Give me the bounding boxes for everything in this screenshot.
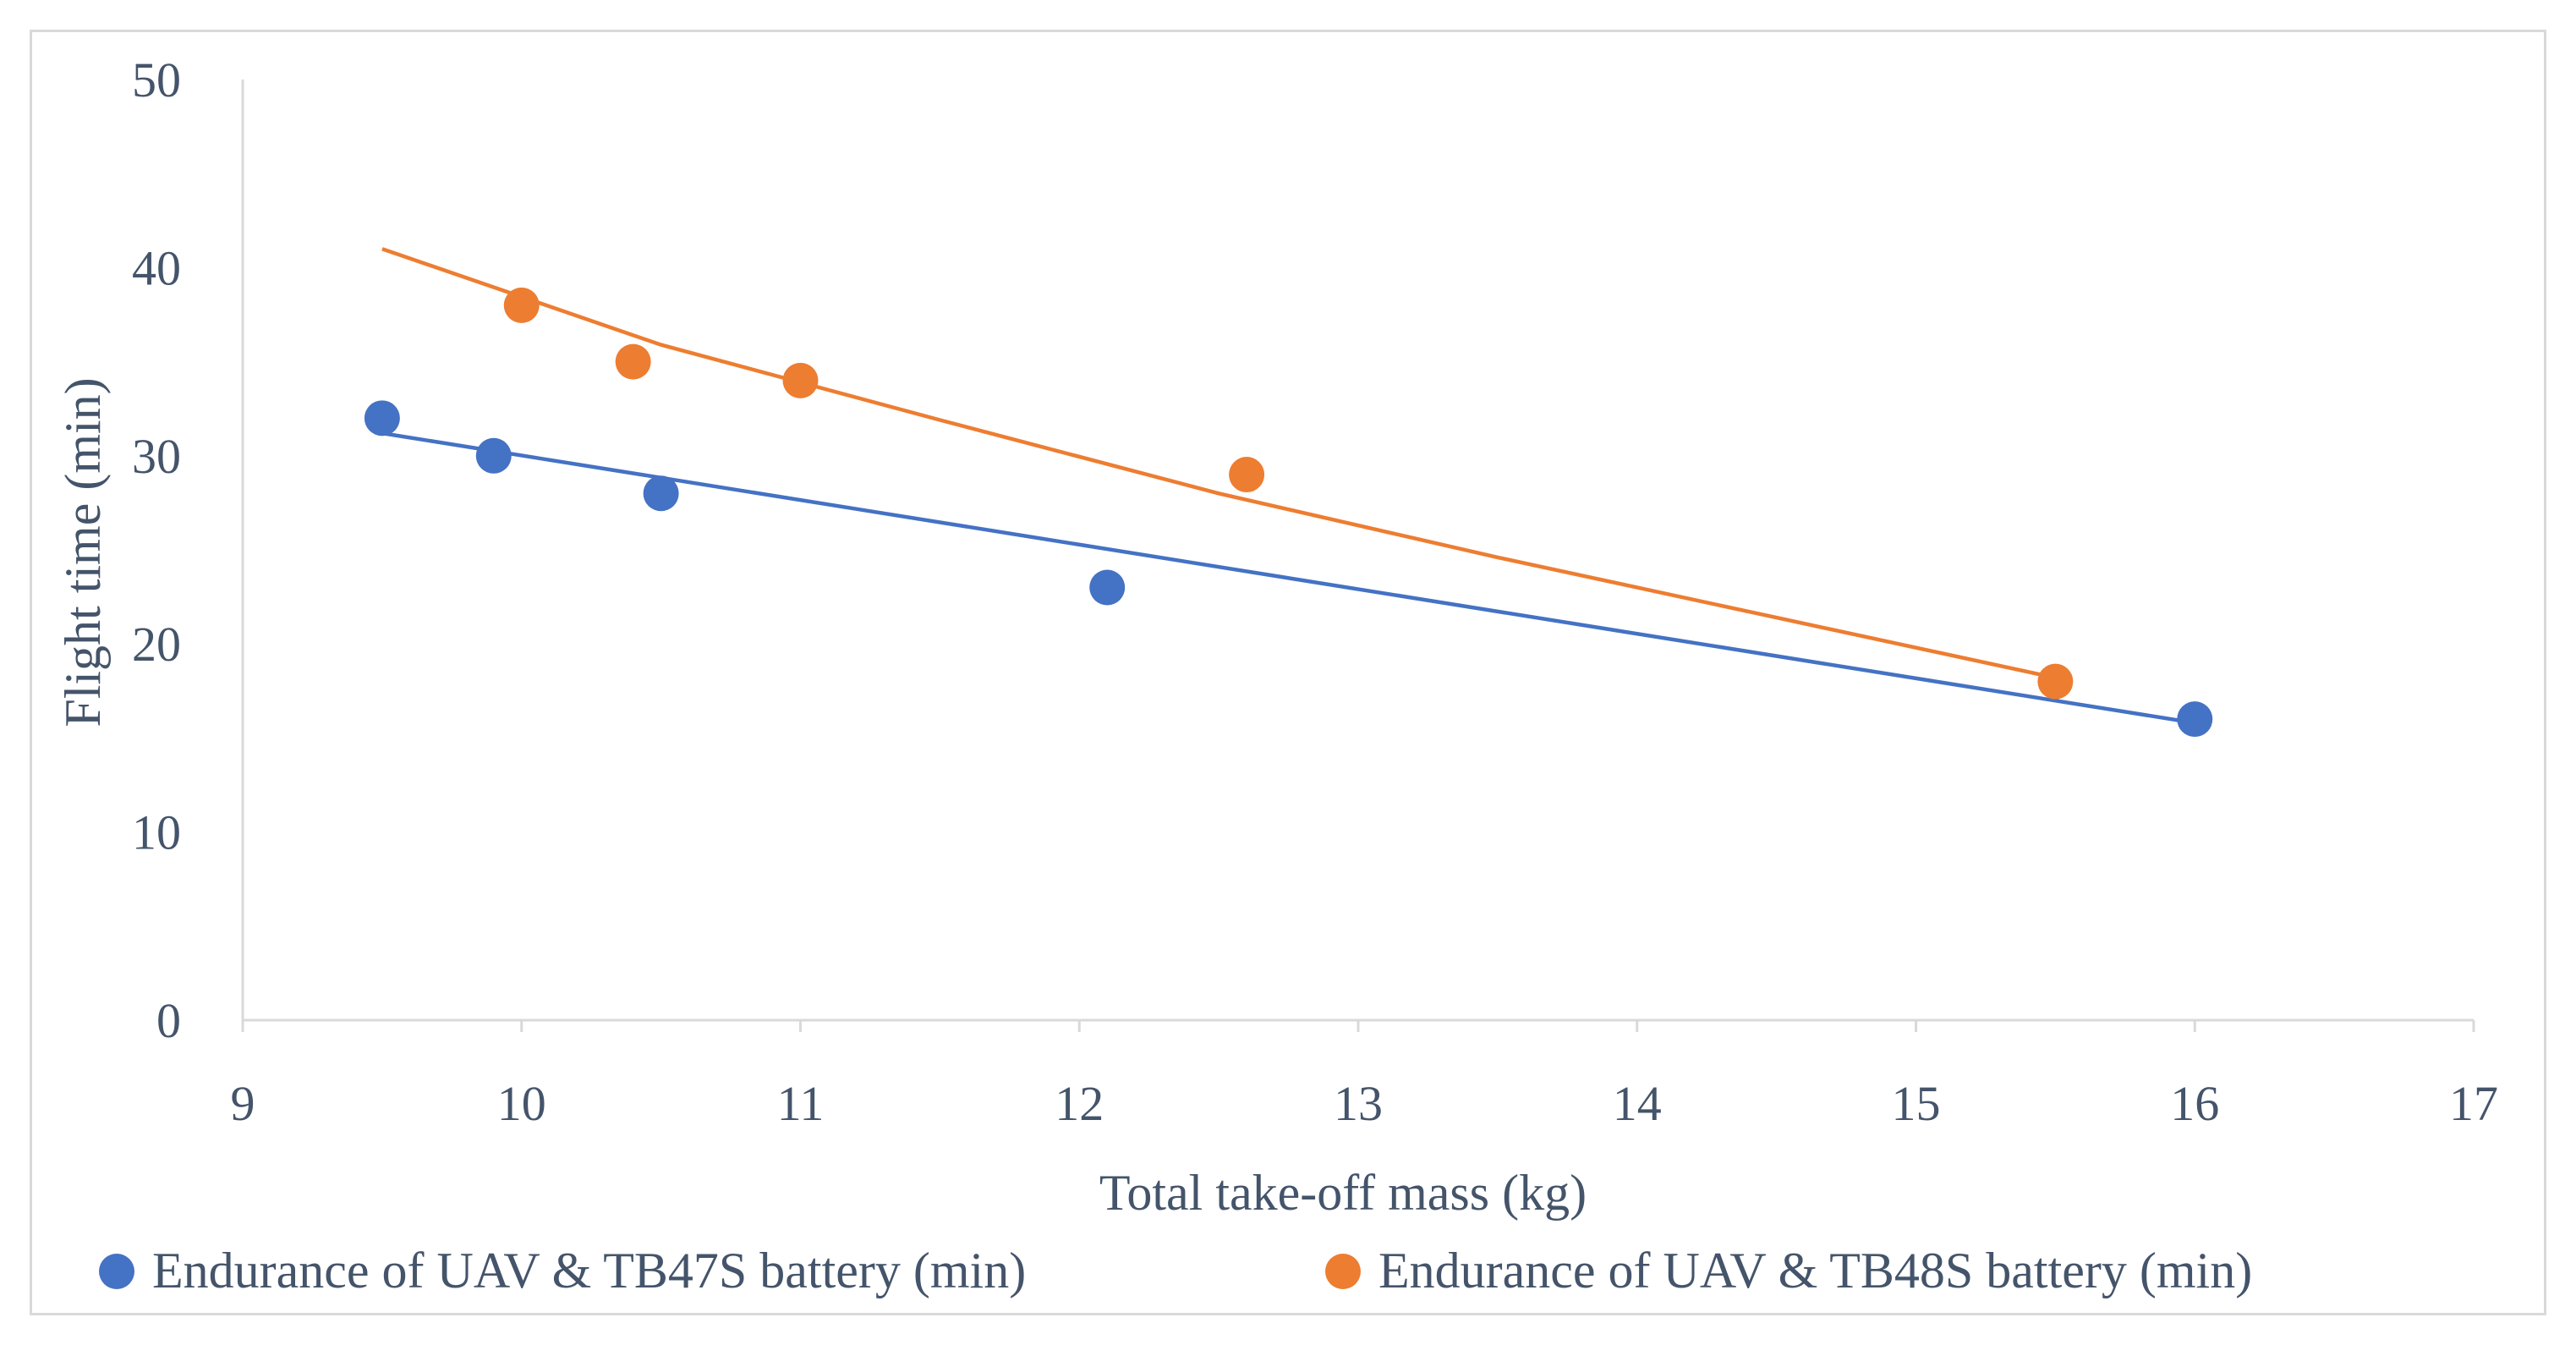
data-point-series-2 [1229, 457, 1265, 493]
y-tick-label: 30 [132, 429, 181, 484]
x-tick-label: 13 [1334, 1076, 1383, 1131]
trendline-series-1 [381, 431, 2195, 725]
data-point-series-2 [503, 287, 540, 323]
data-point-series-1 [2177, 701, 2213, 738]
x-tick-label: 9 [231, 1076, 255, 1131]
y-tick-label: 50 [132, 52, 181, 107]
data-point-series-2 [615, 343, 651, 380]
x-tick-label: 12 [1055, 1076, 1104, 1131]
y-axis-title: Flight time (min) [55, 377, 111, 727]
x-tick-label: 15 [1892, 1076, 1941, 1131]
y-tick-label: 0 [156, 993, 181, 1048]
legend: Endurance of UAV & TB47S battery (min) En… [99, 1243, 2252, 1298]
legend-label-series-1: Endurance of UAV & TB47S battery (min) [152, 1243, 1026, 1298]
data-point-series-1 [475, 437, 512, 474]
chart-frame [30, 30, 2546, 1315]
data-point-series-1 [1089, 569, 1126, 606]
trendlines [381, 247, 2195, 725]
x-tick-label: 11 [777, 1076, 825, 1131]
x-tick-label: 14 [1613, 1076, 1662, 1131]
y-tick-label: 40 [132, 240, 181, 295]
data-point-series-1 [643, 475, 679, 512]
legend-label-series-2: Endurance of UAV & TB48S battery (min) [1378, 1243, 2252, 1298]
x-axis-title: Total take-off mass (kg) [1099, 1165, 1587, 1221]
data-point-series-2 [2037, 663, 2074, 700]
trendline-series-2 [381, 247, 2056, 680]
legend-marker-series-1 [99, 1254, 134, 1289]
y-tick-label: 20 [132, 617, 181, 672]
legend-marker-series-2 [1325, 1254, 1361, 1289]
x-tick-label: 17 [2449, 1076, 2498, 1131]
x-tick-label: 16 [2170, 1076, 2219, 1131]
data-points [364, 287, 2213, 738]
x-tick-label: 10 [497, 1076, 546, 1131]
y-tick-label: 10 [132, 805, 181, 860]
data-point-series-2 [782, 362, 819, 398]
axes: 9 10 11 12 13 14 15 16 17 0 10 20 30 40 50 [132, 52, 2498, 1131]
data-point-series-1 [364, 400, 400, 436]
